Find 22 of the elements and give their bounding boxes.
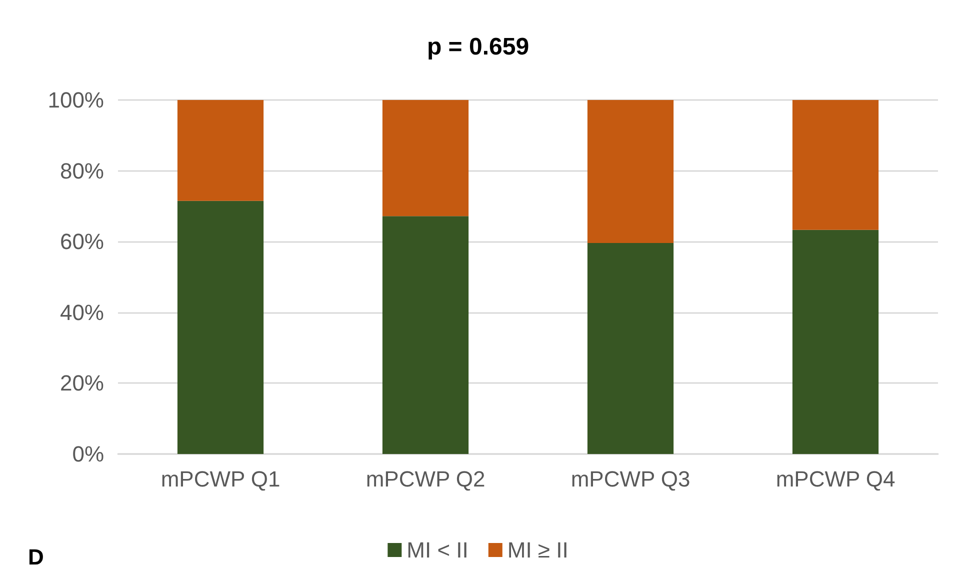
bar <box>792 230 879 454</box>
bar <box>177 200 264 454</box>
x-tick-label: mPCWP Q4 <box>776 466 896 492</box>
y-tick-label: 0% <box>72 442 104 466</box>
y-tick-label: 100% <box>48 88 104 112</box>
x-tick-label: mPCWP Q1 <box>160 466 280 492</box>
chart-title: p = 0.659 <box>426 34 530 60</box>
y-tick-label: 60% <box>60 229 104 254</box>
y-tick-label: 80% <box>60 158 104 184</box>
bar <box>177 100 264 201</box>
legend-label: MI < II <box>406 538 468 562</box>
text: D <box>28 544 44 570</box>
bar <box>792 100 879 230</box>
bar <box>382 100 469 216</box>
bar <box>382 216 469 454</box>
y-tick-label: 40% <box>60 300 104 325</box>
bar <box>587 243 674 454</box>
y-tick-label: 20% <box>60 370 104 396</box>
x-tick-label: mPCWP Q2 <box>366 466 486 492</box>
legend-label: MI ≥ II <box>507 538 568 562</box>
bar <box>587 100 674 244</box>
x-tick-label: mPCWP Q3 <box>570 466 690 492</box>
